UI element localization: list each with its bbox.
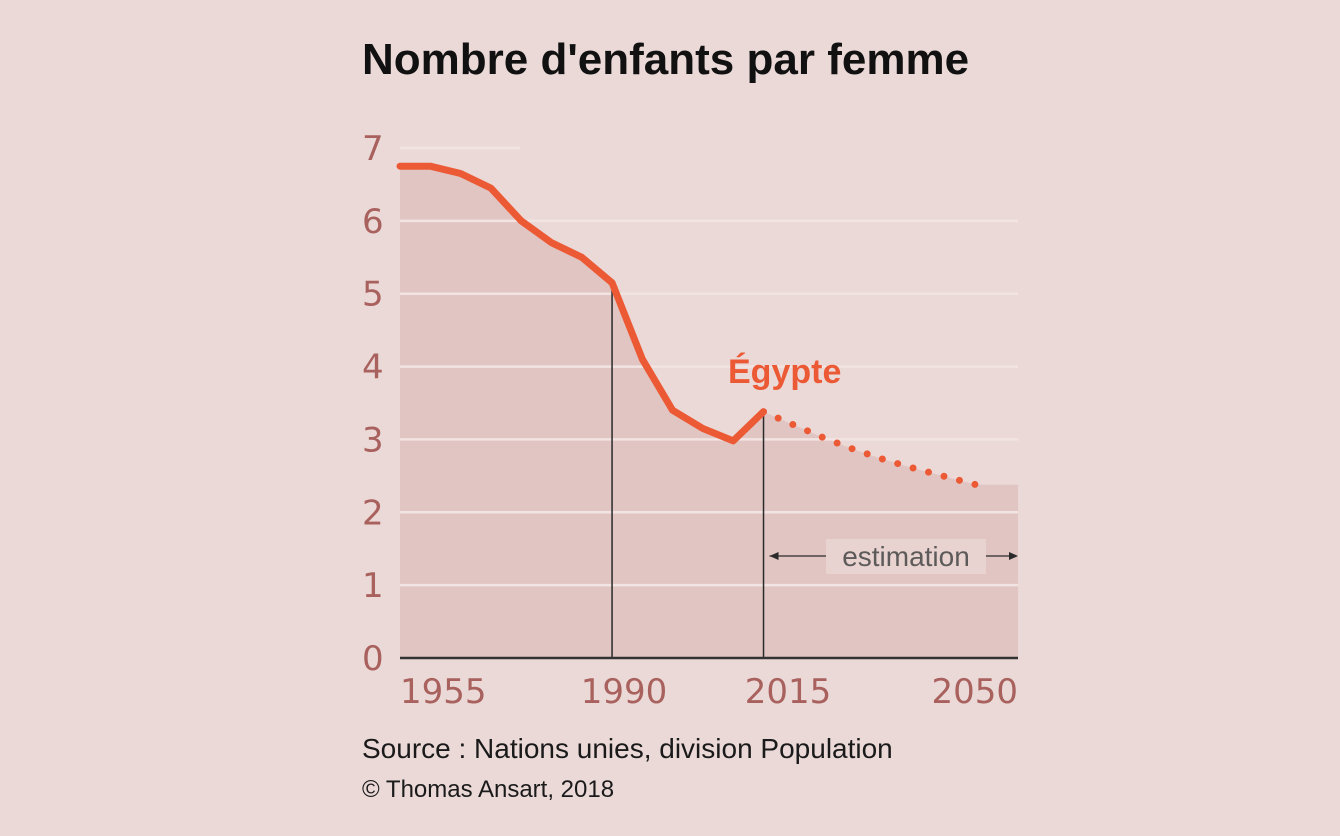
x-tick-label: 1955 <box>400 672 487 712</box>
y-tick-label: 4 <box>362 348 384 388</box>
y-tick-label: 3 <box>362 420 384 460</box>
label-layer: Égypte estimation <box>728 353 1018 574</box>
series-line-egypte <box>396 162 767 445</box>
series-layer <box>396 162 980 489</box>
y-tick-label: 1 <box>362 566 384 606</box>
axis-layer: 0 1 2 3 4 5 6 7 1955 1990 2015 2050 <box>362 129 1018 712</box>
y-tick-label: 7 <box>362 129 384 169</box>
marker-layer <box>611 282 765 658</box>
estimation-label: estimation <box>842 541 970 572</box>
series-line-projection <box>760 408 980 489</box>
chart-title: Nombre d'enfants par femme <box>362 35 969 84</box>
y-tick-label: 6 <box>362 202 384 242</box>
y-tick-label: 5 <box>362 275 384 315</box>
area-layer <box>400 166 1018 658</box>
copyright-note: © Thomas Ansart, 2018 <box>362 776 614 803</box>
x-tick-label: 2050 <box>931 672 1018 712</box>
grid-layer <box>400 146 1018 587</box>
x-tick-label: 2015 <box>745 672 832 712</box>
area-fill <box>400 166 1018 658</box>
estimation-arrowhead-right <box>1009 552 1018 560</box>
series-label-egypte: Égypte <box>728 353 841 391</box>
y-tick-label: 2 <box>362 493 384 533</box>
x-tick-label: 1990 <box>581 672 668 712</box>
source-note: Source : Nations unies, division Populat… <box>362 733 893 764</box>
estimation-label-bg <box>826 539 986 574</box>
estimation-arrowhead-left <box>769 552 779 560</box>
y-tick-label: 0 <box>362 639 384 679</box>
